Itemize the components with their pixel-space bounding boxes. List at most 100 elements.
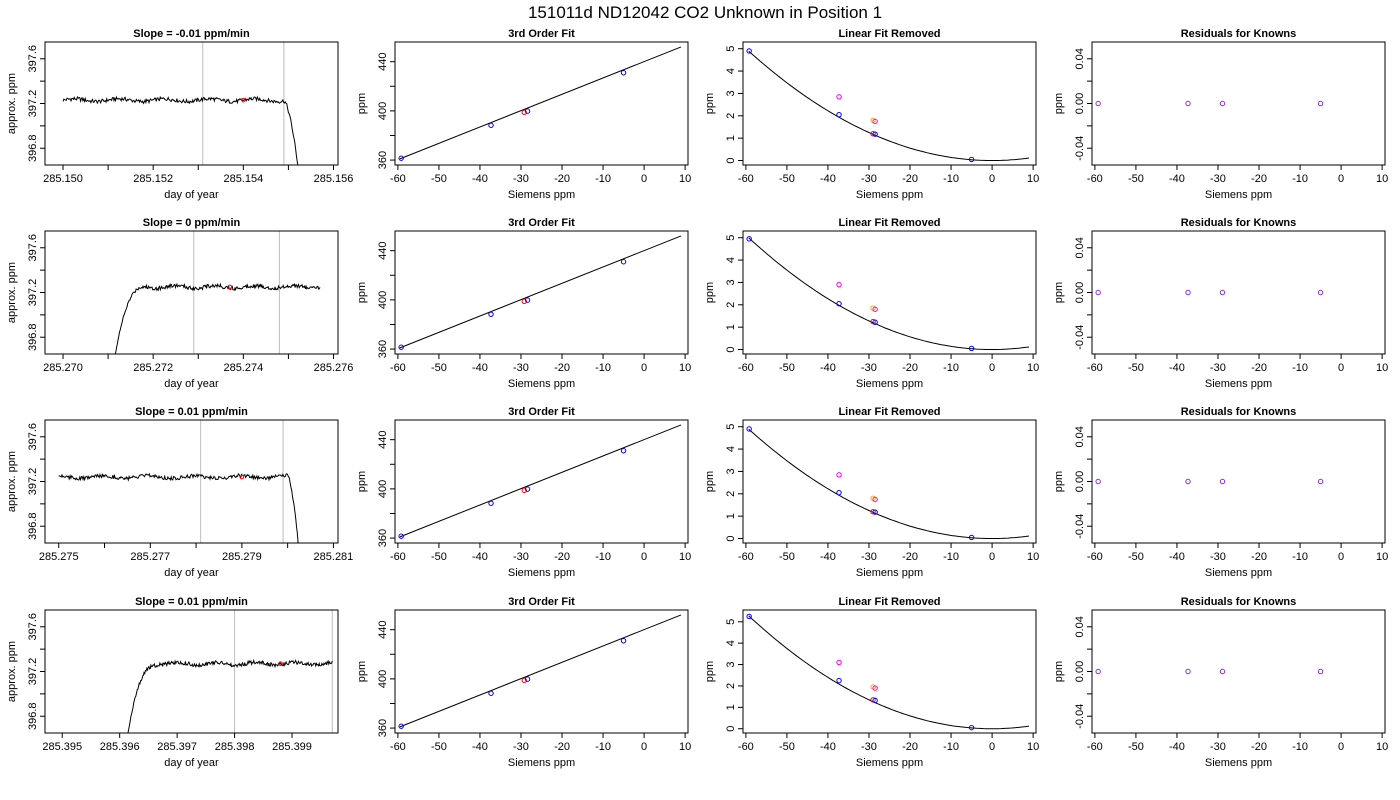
data-point-blue [524, 297, 531, 303]
x-tick-label: -50 [779, 173, 795, 185]
plot-area [1095, 668, 1324, 675]
x-tick-label: -30 [1210, 173, 1226, 185]
x-tick-label: -40 [820, 362, 836, 374]
x-tick-label: 10 [1376, 362, 1388, 374]
y-tick-label: 0.00 [1074, 282, 1086, 303]
x-tick-label: 0 [641, 741, 647, 753]
sample-marker [239, 474, 245, 480]
x-tick-label: 285.150 [43, 173, 83, 185]
plot-area [1095, 289, 1324, 296]
x-tick-label: -30 [861, 173, 877, 185]
y-tick-label: 2 [725, 683, 737, 689]
x-tick-label: -10 [1292, 741, 1308, 753]
y-tick-label: 0.00 [1074, 661, 1086, 682]
panel-r3-c0: Slope = 0.01 ppm/min 285.395 285.396 285.39… [6, 596, 339, 769]
y-tick-label: 397.6 [27, 613, 39, 641]
plot-area [1095, 100, 1324, 107]
y-axis-label: ppm [356, 471, 368, 492]
data-point-blue [620, 70, 627, 76]
y-tick-label: 0.04 [1074, 616, 1086, 637]
x-axis-label: Siemens ppm [1205, 757, 1272, 769]
data-point-purple [1095, 478, 1101, 485]
x-tick-label: 0 [1338, 551, 1344, 563]
x-tick-label: 10 [679, 551, 691, 563]
data-point-magenta [836, 281, 842, 288]
x-tick-label: 0 [641, 551, 647, 563]
plot-frame [742, 230, 1037, 355]
x-tick-label: -10 [595, 173, 611, 185]
y-tick-label: 440 [377, 621, 389, 639]
x-tick-label: 0 [989, 173, 995, 185]
data-point-blue [746, 426, 752, 432]
data-point-blue [488, 311, 494, 317]
x-tick-label: -10 [595, 551, 611, 563]
data-point-purple [1185, 289, 1191, 296]
data-point-blue [398, 344, 404, 350]
x-tick-label: -60 [1087, 741, 1103, 753]
x-axis-label: Siemens ppm [508, 567, 575, 579]
data-point-blue [836, 489, 842, 496]
plot-frame [1091, 230, 1386, 355]
x-tick-label: 10 [1376, 741, 1388, 753]
x-tick-label: 285.270 [43, 362, 83, 374]
x-tick-label: -50 [1128, 741, 1144, 753]
panel-title: Slope = 0.01 ppm/min [135, 406, 248, 418]
x-tick-label: -40 [1169, 551, 1185, 563]
y-axis-label: ppm [356, 93, 368, 114]
y-tick-label: 1 [725, 324, 737, 330]
x-tick-label: -10 [943, 362, 959, 374]
panel-r2-c1: 3rd Order Fit -60 -50 -40 -30 -20 -10 0 10 360 400… [356, 406, 691, 579]
x-tick-label: 10 [679, 173, 691, 185]
x-tick-label: -50 [779, 741, 795, 753]
analyzer-trace [127, 658, 333, 733]
y-tick-label: 0.04 [1074, 48, 1086, 69]
x-tick-label: -50 [1128, 551, 1144, 563]
panel-r3-c1: 3rd Order Fit -60 -50 -40 -30 -20 -10 0 10 360 400… [356, 596, 691, 769]
plot-frame [1091, 41, 1386, 166]
x-axis-label: Siemens ppm [856, 757, 923, 769]
y-tick-label: 396.8 [27, 134, 39, 162]
fit-line [399, 424, 682, 538]
x-tick-label: 10 [1027, 173, 1039, 185]
x-axis-label: Siemens ppm [1205, 378, 1272, 390]
x-tick-label: -10 [1292, 551, 1308, 563]
x-tick-label: -20 [554, 362, 570, 374]
y-tick-label: 0 [725, 346, 737, 352]
y-axis-label: ppm [356, 661, 368, 682]
x-tick-label: -10 [595, 362, 611, 374]
data-point-blue [746, 48, 752, 54]
x-tick-label: 285.395 [42, 741, 82, 753]
data-point-red [521, 677, 527, 684]
sample-marker [227, 284, 233, 290]
y-tick-label: 360 [377, 151, 389, 169]
data-point-blue [620, 638, 627, 644]
y-axis-label: approx. ppm [6, 73, 18, 134]
x-tick-label: -40 [820, 173, 836, 185]
plot-frame [394, 230, 689, 355]
x-tick-label: 0 [1338, 173, 1344, 185]
x-tick-label: 0 [641, 173, 647, 185]
x-tick-label: 0 [1338, 362, 1344, 374]
x-tick-label: -30 [861, 551, 877, 563]
x-tick-label: 10 [1027, 741, 1039, 753]
x-tick-label: -10 [943, 173, 959, 185]
panel-r1-c1: 3rd Order Fit -60 -50 -40 -30 -20 -10 0 10 360 400… [356, 217, 691, 390]
x-tick-label: -60 [1087, 551, 1103, 563]
data-point-blue [872, 697, 878, 704]
y-tick-label: -0.04 [1074, 704, 1086, 729]
y-tick-label: 4 [725, 257, 737, 263]
plot-frame [394, 41, 689, 166]
x-tick-label: -30 [1210, 362, 1226, 374]
x-tick-label: -40 [1169, 362, 1185, 374]
data-point-purple [1219, 289, 1226, 296]
data-point-magenta [872, 118, 878, 125]
x-tick-label: -30 [1210, 551, 1226, 563]
y-tick-label: -0.04 [1074, 325, 1086, 350]
plot-area [127, 610, 333, 733]
panel-r0-c2: Linear Fit Removed -60 -50 -40 -30 -20 -10 0 10 0… [704, 28, 1039, 201]
x-tick-label: -30 [861, 741, 877, 753]
y-axis-label: ppm [704, 282, 716, 303]
y-tick-label: 397.6 [27, 45, 39, 73]
data-point-magenta [872, 306, 878, 312]
plot-area [1095, 478, 1324, 485]
